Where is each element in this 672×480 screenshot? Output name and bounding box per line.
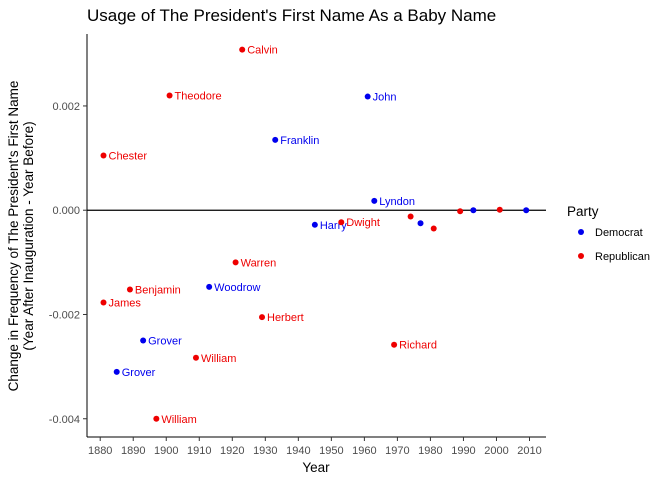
- x-tick-label: 1890: [121, 445, 145, 457]
- data-point: [259, 314, 266, 321]
- data-point: [364, 93, 371, 100]
- legend-key-republican: [578, 253, 584, 259]
- legend-label-republican: Republican: [595, 251, 650, 263]
- y-axis-ticks: -0.004 -0.002 0.000 0.002: [49, 101, 87, 426]
- data-point: [338, 219, 345, 226]
- point-label: Richard: [399, 340, 437, 352]
- data-point: [311, 221, 318, 228]
- x-tick-label: 1920: [220, 445, 244, 457]
- x-tick-label: 1910: [187, 445, 211, 457]
- point-label: Franklin: [280, 135, 319, 147]
- legend-key-democrat: [578, 229, 584, 235]
- data-point: [192, 354, 199, 361]
- x-tick-label: 1880: [88, 445, 112, 457]
- x-tick-label: 1940: [286, 445, 310, 457]
- legend-title: Party: [567, 204, 599, 219]
- x-axis-title: Year: [302, 460, 330, 475]
- point-label: William: [201, 353, 236, 365]
- chart-title: Usage of The President's First Name As a…: [87, 6, 496, 25]
- y-tick-label: -0.002: [49, 309, 80, 321]
- data-point: [417, 220, 424, 227]
- data-point: [407, 213, 414, 220]
- point-label: Lyndon: [379, 196, 415, 208]
- data-point: [232, 259, 239, 266]
- data-point: [496, 206, 503, 213]
- data-point: [239, 46, 246, 53]
- point-label: Theodore: [175, 91, 222, 103]
- x-tick-label: 1980: [418, 445, 442, 457]
- data-point: [523, 207, 530, 214]
- point-label: Calvin: [247, 45, 278, 57]
- point-label: Chester: [109, 150, 148, 162]
- y-axis-title-line-2: (Year After Inauguration - Year Before): [21, 121, 36, 350]
- x-tick-label: 2000: [484, 445, 508, 457]
- data-point: [457, 208, 464, 215]
- point-label: Dwight: [346, 217, 380, 229]
- point-label: Warren: [241, 257, 277, 269]
- point-label: Herbert: [267, 312, 304, 324]
- data-point: [126, 286, 133, 293]
- y-tick-label: -0.004: [49, 414, 80, 426]
- y-tick-label: 0.000: [52, 205, 80, 217]
- data-point: [430, 225, 437, 232]
- data-point: [140, 337, 147, 344]
- x-tick-label: 1950: [319, 445, 343, 457]
- data-point: [166, 92, 173, 99]
- data-point: [100, 299, 107, 306]
- point-label: Woodrow: [214, 282, 260, 294]
- data-point: [153, 415, 160, 422]
- legend-label-democrat: Democrat: [595, 227, 643, 239]
- point-label: Grover: [122, 367, 156, 379]
- y-axis-title: Change in Frequency of The President's F…: [6, 81, 36, 392]
- x-tick-label: 1960: [352, 445, 376, 457]
- data-point: [371, 197, 378, 204]
- x-tick-label: 1990: [451, 445, 475, 457]
- data-point: [113, 368, 120, 375]
- data-point: [470, 207, 477, 214]
- legend: Party Democrat Republican: [567, 204, 650, 263]
- point-label: William: [161, 414, 196, 426]
- point-label: James: [109, 297, 142, 309]
- point-label: Grover: [148, 336, 182, 348]
- data-point: [391, 341, 398, 348]
- x-tick-label: 2010: [517, 445, 541, 457]
- y-axis-title-line-1: Change in Frequency of The President's F…: [6, 81, 21, 392]
- plot-area: Chester James Grover Benjamin Grover William T…: [87, 45, 546, 426]
- x-tick-label: 1900: [154, 445, 178, 457]
- x-tick-label: 1970: [385, 445, 409, 457]
- data-point: [272, 136, 279, 143]
- x-axis-ticks: 1880 1890 1900 1910 1920 1930 1940 1950 1960 1970…: [88, 437, 542, 457]
- point-label: John: [373, 92, 397, 104]
- point-label: Benjamin: [135, 284, 181, 296]
- data-point: [100, 152, 107, 159]
- y-tick-label: 0.002: [52, 101, 80, 113]
- data-point: [206, 283, 213, 290]
- x-tick-label: 1930: [253, 445, 277, 457]
